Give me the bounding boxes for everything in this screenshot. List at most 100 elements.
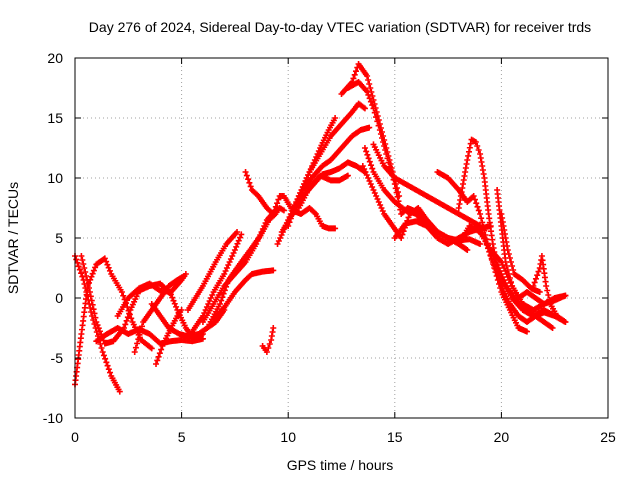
data-point	[504, 247, 511, 253]
data-point	[272, 203, 279, 210]
data-point	[531, 279, 538, 286]
data-point	[234, 229, 241, 235]
data-point	[364, 151, 371, 158]
data-point	[474, 203, 481, 210]
data-point	[480, 223, 487, 230]
data-point	[492, 265, 499, 272]
data-point	[352, 68, 359, 75]
data-point	[464, 157, 471, 163]
data-point	[105, 366, 112, 373]
data-point	[137, 327, 144, 334]
data-point	[491, 262, 498, 269]
data-point	[493, 269, 500, 276]
data-point	[473, 200, 480, 207]
data-point	[156, 350, 163, 357]
data-point	[475, 147, 482, 153]
data-point	[134, 340, 141, 347]
data-point	[158, 346, 165, 353]
data-point	[506, 275, 513, 281]
data-point	[79, 257, 86, 263]
data-point	[351, 71, 358, 78]
x-tick-label: 10	[280, 429, 296, 445]
data-point	[394, 193, 401, 200]
data-point	[104, 362, 111, 369]
data-point	[155, 353, 162, 360]
data-point	[332, 225, 339, 232]
data-point	[479, 219, 486, 226]
data-point	[78, 270, 85, 277]
data-point	[367, 85, 374, 91]
data-point	[482, 238, 489, 245]
data-point	[235, 237, 242, 244]
data-point	[507, 259, 514, 265]
series-track-34	[498, 211, 543, 295]
data-point	[78, 253, 85, 259]
data-point	[271, 207, 278, 214]
data-point	[361, 105, 368, 112]
series-track-14	[242, 169, 339, 232]
data-point	[379, 135, 386, 141]
data-point	[105, 264, 112, 271]
data-point	[377, 131, 384, 137]
data-point	[393, 189, 400, 196]
data-point	[96, 328, 103, 335]
data-point	[488, 255, 495, 262]
data-point	[101, 255, 108, 262]
data-point	[536, 289, 543, 295]
data-point	[369, 102, 376, 109]
data-point	[246, 179, 253, 186]
x-axis-ticks: 0 5 10 15 20 25	[71, 58, 616, 445]
data-point	[85, 281, 92, 287]
data-point	[92, 264, 99, 271]
data-point	[76, 266, 83, 273]
data-point	[90, 306, 97, 313]
data-point	[365, 91, 372, 98]
chart-title: Day 276 of 2024, Sidereal Day-to-day VTE…	[89, 19, 591, 35]
data-point	[366, 158, 373, 165]
data-point	[497, 279, 504, 286]
data-point	[265, 345, 272, 351]
data-point	[398, 235, 405, 241]
data-point	[364, 73, 371, 79]
data-point	[286, 219, 293, 226]
x-axis-label: GPS time / hours	[287, 457, 394, 473]
y-tick-label: 10	[47, 170, 63, 186]
x-tick-label: 0	[71, 429, 79, 445]
data-point	[365, 155, 372, 162]
data-point	[148, 345, 155, 352]
y-tick-label: 20	[47, 50, 63, 66]
data-point	[247, 183, 254, 190]
data-point	[234, 240, 241, 247]
data-point	[270, 211, 277, 217]
data-point	[366, 95, 373, 102]
data-point	[470, 193, 477, 199]
data-point	[367, 98, 374, 105]
data-point	[549, 325, 556, 331]
data-point	[126, 310, 133, 317]
data-point	[275, 196, 282, 203]
data-point	[505, 251, 512, 257]
data-point	[280, 207, 287, 214]
data-point	[545, 292, 552, 298]
data-point	[481, 235, 488, 241]
series-track-12	[210, 267, 277, 323]
data-point	[120, 292, 127, 299]
data-point	[122, 321, 129, 328]
y-tick-label: 0	[55, 290, 63, 306]
data-point	[483, 241, 490, 248]
data-point	[465, 148, 472, 155]
series-track-32	[494, 187, 569, 307]
data-point	[135, 336, 142, 343]
data-point	[534, 272, 541, 279]
data-point	[507, 279, 514, 285]
data-point	[128, 315, 135, 322]
data-point	[178, 307, 185, 313]
data-point	[344, 172, 351, 179]
data-point	[274, 200, 281, 207]
data-point	[92, 314, 99, 321]
data-point	[106, 267, 113, 274]
data-point	[94, 322, 101, 329]
data-point	[170, 297, 177, 304]
data-point	[118, 289, 125, 295]
